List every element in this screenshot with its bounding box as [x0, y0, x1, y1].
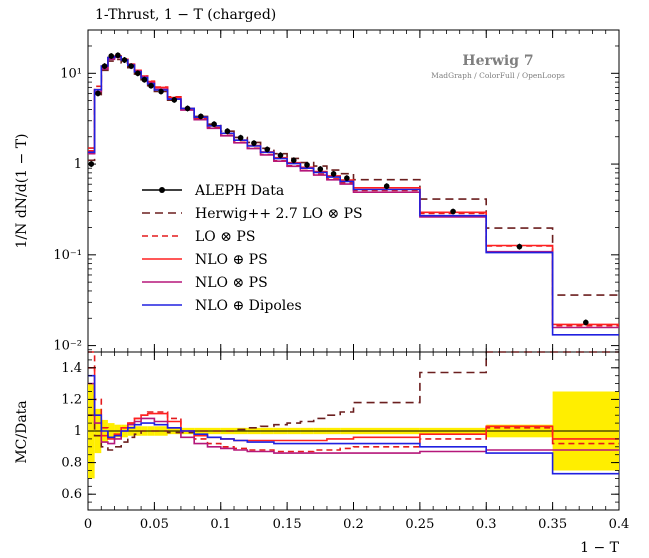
data-point [95, 90, 101, 97]
data-point [101, 63, 108, 69]
ratio-axis-title: MC/Data [14, 400, 30, 463]
x-tick-label: 0 [84, 517, 92, 532]
x-axis-title: 1 − T [580, 540, 620, 556]
legend-label-0: ALEPH Data [194, 183, 284, 199]
legend-label-1: Herwig++ 2.7 LO ⊗ PS [195, 206, 363, 222]
x-tick-label: 0.3 [476, 517, 497, 532]
data-point [141, 76, 148, 83]
data-point [148, 82, 154, 89]
legend: ALEPH Data Herwig++ 2.7 LO ⊗ PS LO ⊗ PS NLO… [142, 183, 363, 314]
ratio-tick-label: 0.8 [61, 456, 82, 471]
legend-label-5: NLO ⊕ Dipoles [195, 298, 302, 314]
y-tick-label: 10⁻² [53, 339, 82, 354]
generator-subtitle: MadGraph / ColorFull / OpenLoops [431, 71, 565, 80]
series-ratio-line-4 [88, 374, 619, 475]
data-point [121, 57, 128, 63]
data-point [383, 183, 390, 190]
y-axis-title: 1/N dN/d(1 − T) [14, 133, 30, 248]
y-tick-label: 10⁻¹ [53, 248, 82, 263]
data-point [516, 243, 523, 250]
data-point [171, 97, 178, 103]
legend-marker [159, 187, 165, 193]
chart-title: 1-Thrust, 1 − T (charged) [95, 7, 276, 23]
ratio-panel [88, 351, 619, 479]
data-point [251, 140, 257, 146]
legend-label-2: LO ⊗ PS [195, 229, 255, 245]
data-point [198, 113, 204, 120]
data-point [290, 157, 297, 164]
data-point [108, 53, 115, 59]
series-ratio-line-0 [88, 351, 619, 451]
generator-title: Herwig 7 [462, 53, 533, 69]
data-point [277, 152, 284, 159]
x-tick-label: 0.4 [609, 517, 630, 532]
data-point [583, 319, 589, 326]
y-tick-label: 1 [74, 157, 82, 172]
data-point [330, 171, 337, 177]
series-ratio-line-3 [88, 382, 619, 454]
data-point [450, 208, 456, 215]
main-panel [88, 52, 619, 336]
ratio-tick-label: 1.2 [61, 392, 82, 407]
y-tick-label: 10¹ [60, 66, 82, 81]
data-point [134, 70, 141, 77]
data-point [317, 166, 324, 172]
data-point [237, 134, 244, 141]
data-point [264, 146, 271, 153]
x-tick-label: 0.35 [538, 517, 567, 532]
data-point [211, 121, 217, 127]
series-line-4 [88, 55, 619, 336]
data-point [224, 128, 231, 135]
data-point [184, 105, 191, 112]
data-point [344, 175, 350, 181]
x-tick-label: 0.1 [210, 517, 231, 532]
data-point [128, 63, 134, 69]
data-point [304, 162, 310, 168]
ratio-tick-label: 0.6 [61, 487, 82, 502]
ratio-tick-label: 1.4 [61, 361, 82, 376]
data-point [158, 88, 164, 95]
x-tick-label: 0.15 [273, 517, 302, 532]
data-point [115, 52, 121, 59]
legend-label-3: NLO ⊕ PS [195, 252, 268, 268]
x-tick-label: 0.2 [343, 517, 364, 532]
axes: 0 0.05 0.1 0.15 0.2 0.25 0.3 0.35 0.4 10¹ 1 10⁻¹ 10⁻… [53, 29, 630, 532]
x-tick-label: 0.25 [405, 517, 434, 532]
legend-label-4: NLO ⊗ PS [195, 275, 268, 291]
ratio-tick-label: 1 [74, 424, 82, 439]
x-tick-label: 0.05 [140, 517, 169, 532]
